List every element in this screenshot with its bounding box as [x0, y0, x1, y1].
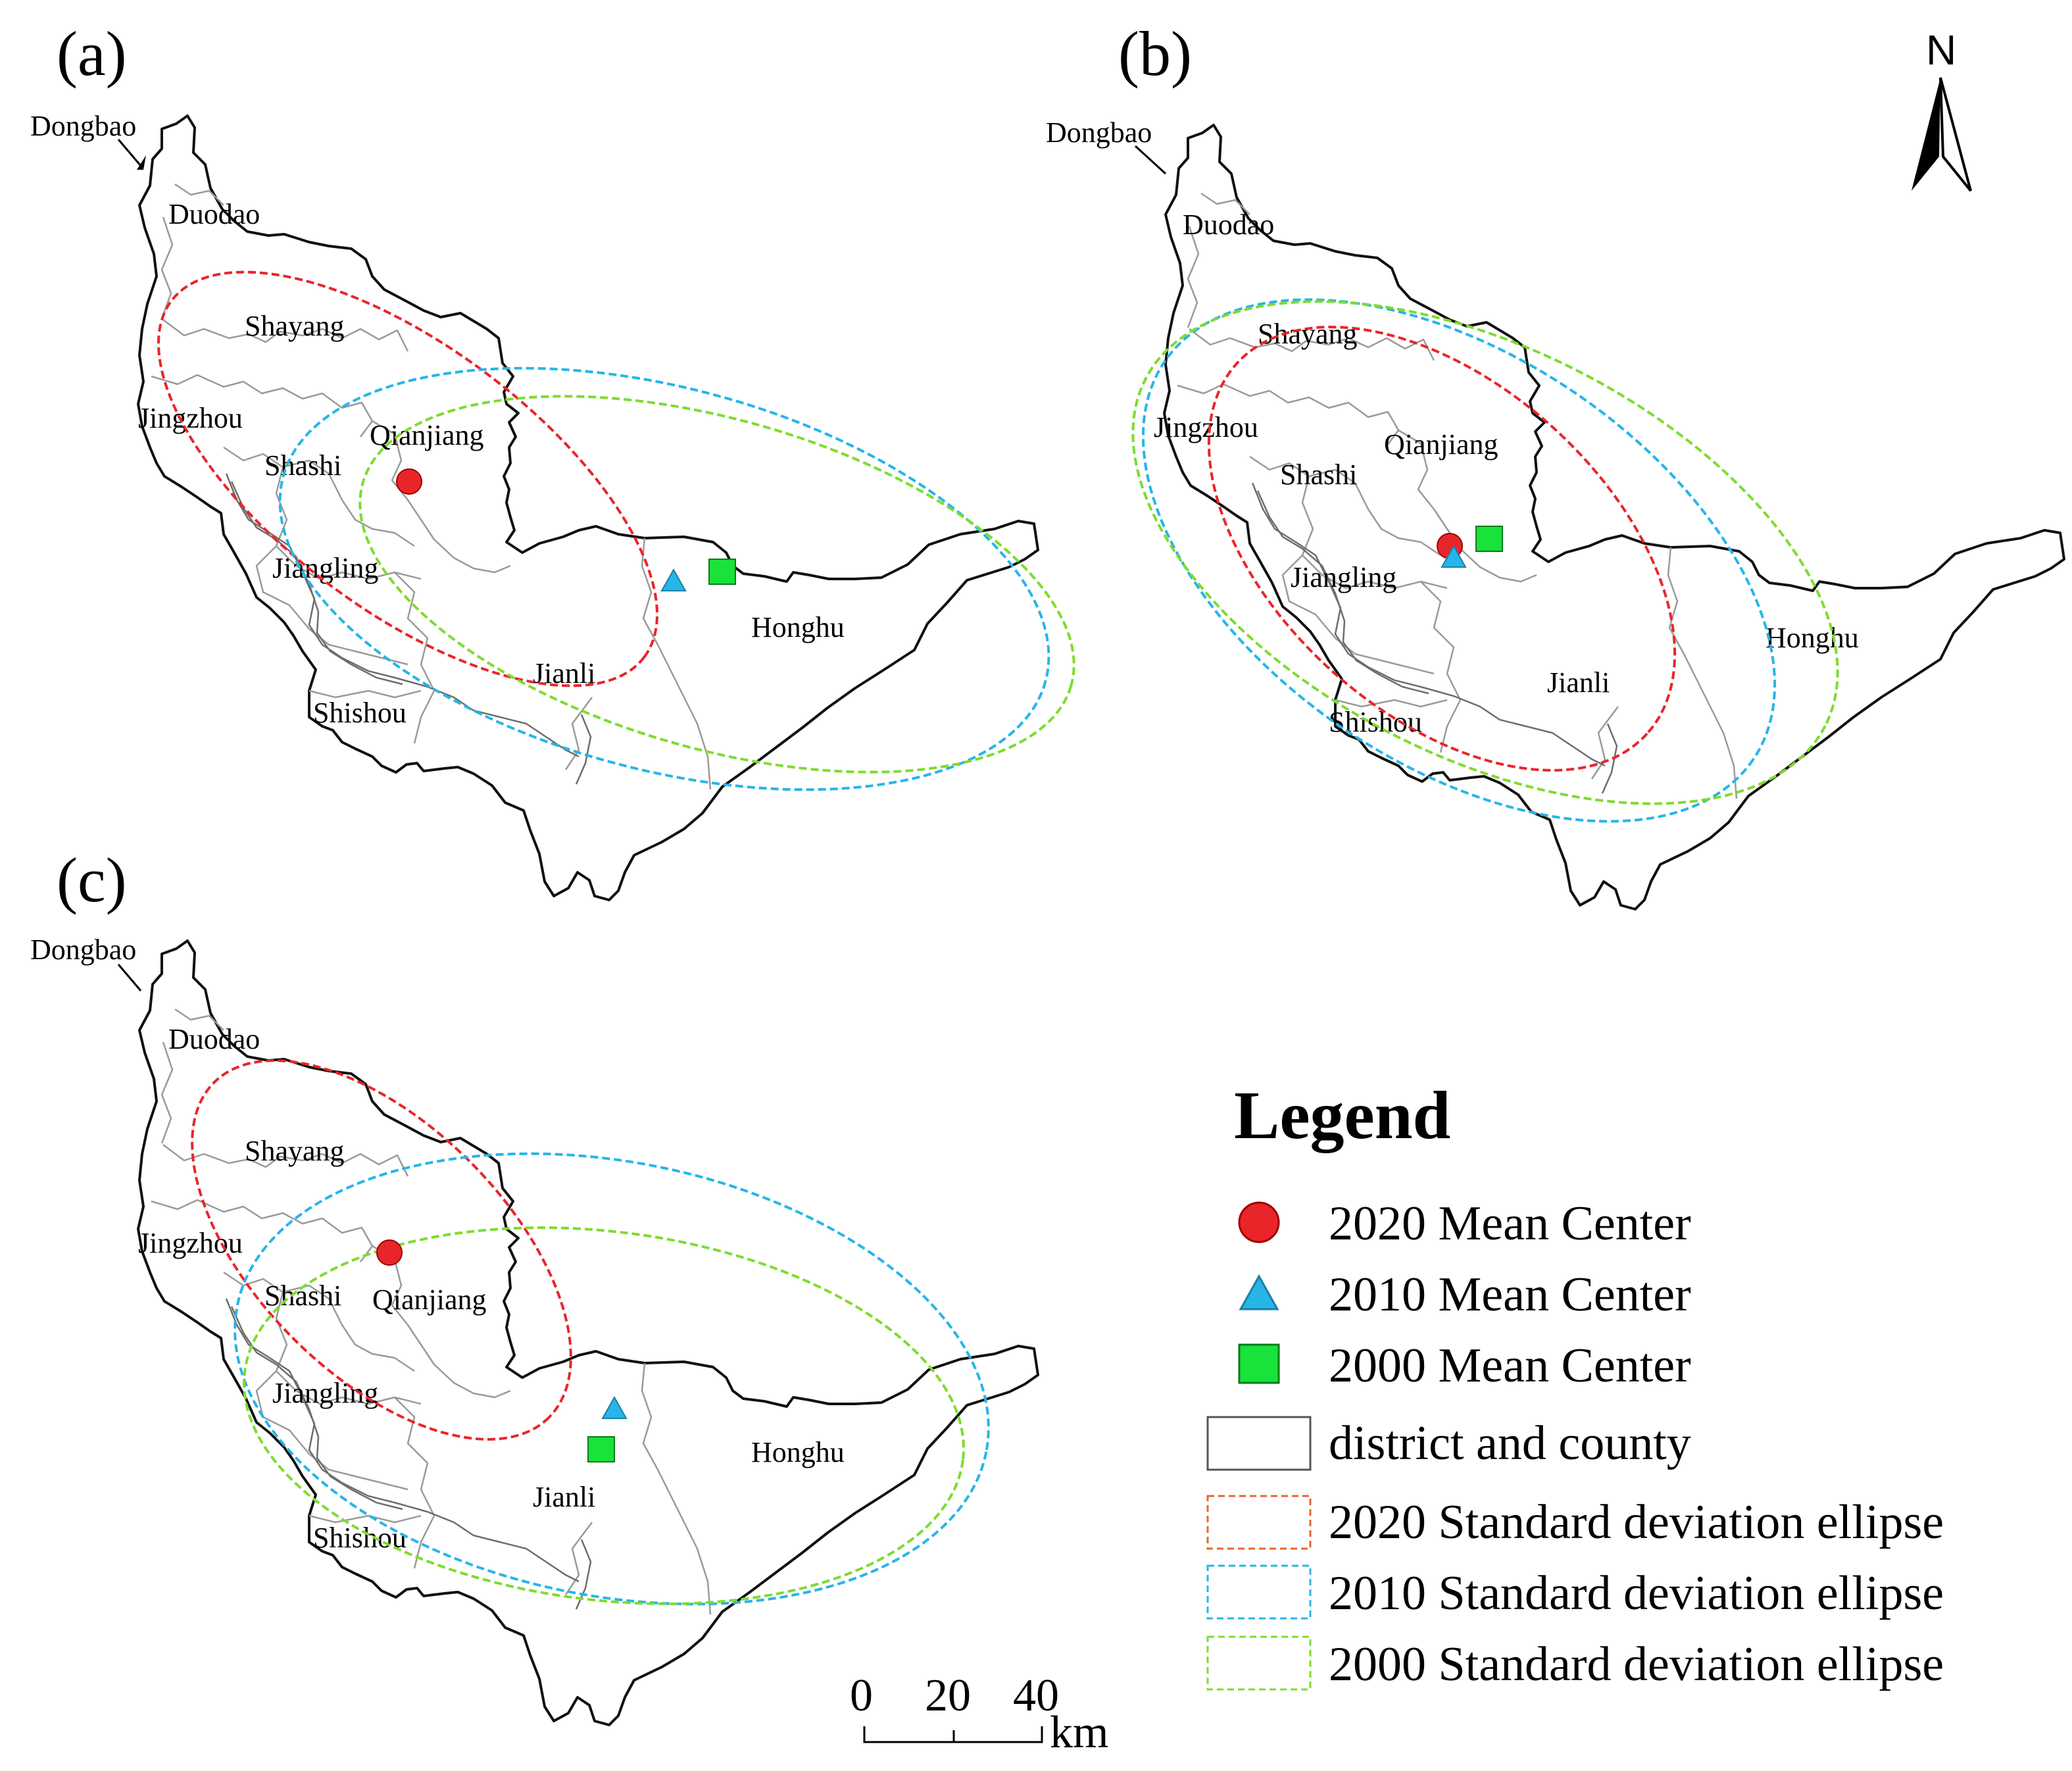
dongbao-pointer-icon — [137, 155, 146, 170]
north-arrow-label: N — [1926, 26, 1956, 74]
ellipse-2000 — [1131, 300, 1839, 805]
north-arrow: N — [1912, 26, 1972, 192]
place-qianjiang: Qianjiang — [372, 1284, 487, 1316]
legend-label-mc2010: 2010 Mean Center — [1329, 1268, 1691, 1322]
place-shayang: Shayang — [245, 310, 345, 342]
place-jianli: Jianli — [1547, 666, 1610, 699]
place-shashi: Shashi — [264, 449, 341, 482]
dongbao-leader-line — [117, 139, 142, 166]
legend-label-sde2000: 2000 Standard deviation ellipse — [1329, 1637, 1944, 1691]
scale-tick-0: 0 — [850, 1670, 873, 1721]
dongbao-leader-line — [117, 964, 142, 991]
mean-center-2010 — [1441, 544, 1467, 568]
place-shayang: Shayang — [1258, 318, 1358, 350]
region-boundary — [1163, 124, 2065, 910]
mean-centers — [396, 468, 736, 591]
mean-center-2020 — [396, 468, 422, 495]
place-jiangling: Jiangling — [272, 552, 378, 584]
mean-center-2000 — [1475, 526, 1503, 552]
place-qianjiang: Qianjiang — [1384, 428, 1498, 461]
north-arrow-left-icon — [1912, 78, 1940, 191]
mean-center-2010 — [660, 568, 687, 591]
place-jiangling: Jiangling — [272, 1377, 378, 1409]
legend-symbol-mc2000-icon — [1238, 1343, 1280, 1384]
north-arrow-right-icon — [1939, 77, 1972, 192]
region-boundary — [137, 939, 1039, 1726]
ellipse-2010 — [234, 1152, 990, 1606]
place-shashi: Shashi — [1280, 459, 1357, 491]
place-labels: Dongbao Duodao Shayang Jingzhou Qianjian… — [30, 110, 845, 729]
scale-tick-40: 40 — [1013, 1670, 1059, 1721]
ellipse-2010 — [278, 366, 1050, 791]
place-jiangling: Jiangling — [1291, 561, 1396, 593]
legend-label-sde2020: 2020 Standard deviation ellipse — [1329, 1495, 1944, 1549]
legend-label-mc2000: 2000 Mean Center — [1329, 1339, 1691, 1393]
mean-centers — [1437, 526, 1503, 568]
mean-center-2000 — [708, 559, 736, 585]
map-panel-b: (b) Dongbao Duodao Shayang Jingzhou Qian… — [1046, 18, 2065, 910]
place-shashi: Shashi — [264, 1280, 341, 1312]
place-shishou: Shishou — [313, 697, 407, 729]
place-qianjiang: Qianjiang — [370, 419, 484, 451]
map-panel-a: (a) Dongbao Duodao Shayang Jingzhou Qian… — [30, 18, 1075, 901]
place-dongbao: Dongbao — [30, 934, 136, 966]
ellipse-2020 — [191, 1059, 572, 1441]
ellipse-2000 — [243, 1226, 965, 1605]
legend-symbol-sde2020-icon — [1206, 1495, 1312, 1550]
place-shishou: Shishou — [313, 1522, 407, 1554]
panel-c-label: (c) — [57, 845, 127, 915]
standard-deviation-ellipses — [191, 1059, 990, 1606]
mean-centers — [376, 1239, 628, 1462]
standard-deviation-ellipses — [1131, 298, 1839, 823]
map-panel-c: (c) Dongbao Duodao Shayang Jingzhou Qian… — [30, 845, 1039, 1726]
region-boundary — [137, 114, 1039, 901]
scale-tick-20: 20 — [925, 1670, 971, 1721]
legend-symbol-sde2010-icon — [1206, 1564, 1312, 1620]
ellipse-2000 — [358, 395, 1075, 774]
place-shayang: Shayang — [245, 1135, 345, 1167]
place-honghu: Honghu — [751, 611, 845, 643]
place-labels: Dongbao Duodao Shayang Jingzhou Qianjian… — [1046, 116, 1859, 738]
place-jingzhou: Jingzhou — [138, 402, 243, 434]
standard-deviation-ellipses — [157, 270, 1075, 791]
scale-bar: 0 20 40 km — [850, 1670, 1108, 1758]
mean-center-2020 — [376, 1239, 403, 1266]
ellipse-2010 — [1141, 298, 1777, 823]
legend-symbol-boundary-icon — [1206, 1416, 1312, 1471]
place-jianli: Jianli — [533, 1481, 595, 1513]
place-duodao: Duodao — [168, 198, 260, 230]
legend-symbol-mc2010-icon — [1239, 1274, 1279, 1310]
ellipse-2020 — [1207, 326, 1677, 772]
place-dongbao: Dongbao — [30, 110, 136, 142]
legend-label-boundary: district and county — [1329, 1416, 1691, 1470]
legend-symbol-mc2020-icon — [1238, 1201, 1280, 1243]
place-duodao: Duodao — [1183, 209, 1274, 241]
mean-center-2000 — [587, 1436, 615, 1462]
legend: Legend 2020 Mean Center 2010 Mean Center… — [1206, 1078, 1944, 1691]
place-duodao: Duodao — [168, 1023, 260, 1055]
legend-symbol-sde2000-icon — [1206, 1635, 1312, 1691]
scale-unit: km — [1050, 1707, 1108, 1758]
legend-title: Legend — [1234, 1078, 1450, 1153]
ellipse-2020 — [157, 270, 659, 687]
place-jingzhou: Jingzhou — [1154, 411, 1258, 443]
place-shishou: Shishou — [1329, 706, 1422, 738]
place-honghu: Honghu — [1765, 622, 1859, 654]
panel-b-label: (b) — [1118, 18, 1192, 89]
panel-a-label: (a) — [57, 18, 127, 89]
legend-label-sde2010: 2010 Standard deviation ellipse — [1329, 1566, 1944, 1620]
place-honghu: Honghu — [751, 1436, 845, 1468]
place-labels: Dongbao Duodao Shayang Jingzhou Qianjian… — [30, 934, 845, 1554]
legend-label-mc2020: 2020 Mean Center — [1329, 1197, 1691, 1251]
mean-center-2010 — [601, 1395, 628, 1419]
place-dongbao: Dongbao — [1046, 116, 1152, 149]
scale-bar-line — [863, 1726, 1043, 1743]
dongbao-leader-line — [1134, 145, 1167, 175]
place-jingzhou: Jingzhou — [138, 1227, 243, 1259]
